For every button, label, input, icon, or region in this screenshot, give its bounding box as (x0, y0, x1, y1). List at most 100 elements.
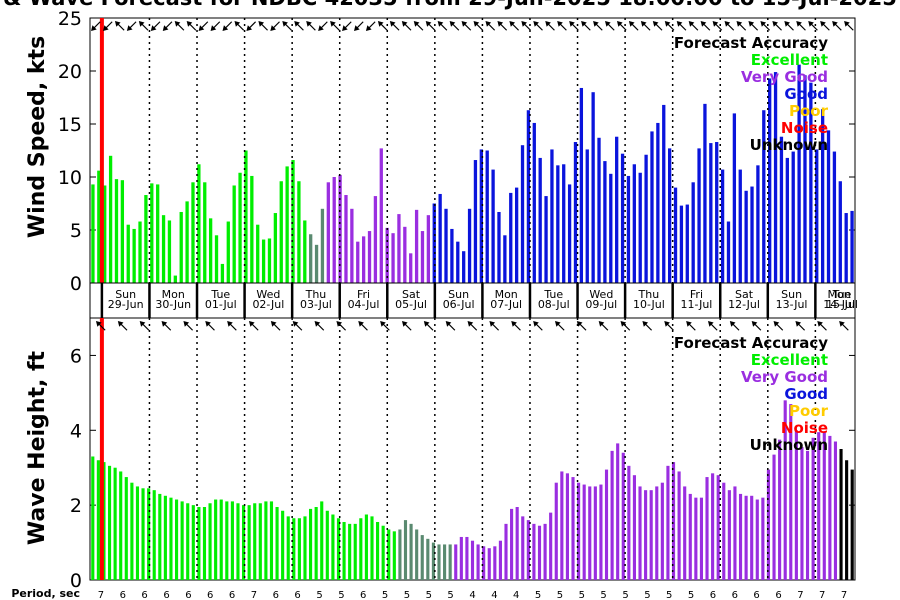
wave-bar (778, 439, 782, 580)
wave-direction-arrow (380, 321, 390, 331)
wind-bar (279, 181, 283, 283)
period-value: 5 (600, 590, 606, 600)
wave-bar (186, 503, 190, 580)
wind-bar (562, 164, 566, 283)
wave-direction-arrow (729, 321, 740, 331)
wind-bar (632, 164, 636, 283)
wind-direction-arrow (593, 21, 603, 31)
wind-bar (514, 187, 519, 283)
arrow-head (569, 21, 575, 27)
arrow-head (437, 21, 444, 27)
arrow-head (161, 321, 168, 327)
wind-direction-arrow (485, 21, 496, 31)
wind-direction-arrow (365, 21, 376, 31)
wave-bar (169, 497, 173, 580)
wave-bar (761, 497, 765, 580)
arrow-head (467, 321, 474, 327)
arrow-head (150, 25, 157, 31)
wind-bar (797, 64, 801, 283)
wind-bar (485, 150, 489, 283)
arrow-head (707, 321, 714, 327)
day-date-label: 09-Jul (585, 298, 617, 311)
arrow-head (117, 321, 124, 327)
wave-direction-arrow (467, 321, 478, 331)
wave-bar (510, 508, 514, 580)
wave-bar (454, 544, 458, 580)
wave-bar (392, 531, 396, 580)
wave-direction-arrow (117, 321, 128, 331)
wind-direction-arrow (581, 21, 591, 31)
wind-bar (303, 220, 307, 283)
wind-bar (456, 241, 460, 283)
arrow-head (139, 321, 146, 327)
day-name-label: Fri (357, 288, 370, 301)
wave-direction-arrow (248, 321, 259, 331)
day-date-label: 13-Jul (776, 298, 808, 311)
wave-direction-arrow (598, 321, 609, 331)
wave-direction-arrow (642, 321, 653, 331)
wave-bar (722, 482, 726, 580)
period-value: 4 (469, 590, 475, 600)
wave-direction-arrow (533, 321, 543, 331)
wind-bar (479, 149, 483, 283)
arrow-head (306, 21, 312, 27)
arrow-head (294, 21, 300, 27)
wind-direction-arrow (389, 21, 400, 31)
wave-bar (303, 516, 307, 580)
wind-direction-arrow (736, 21, 747, 31)
day-name-label: Sun (448, 288, 469, 301)
wind-bar (526, 110, 531, 283)
wave-direction-arrow (839, 321, 849, 331)
arrow-head (445, 321, 452, 327)
wave-bar (521, 516, 525, 580)
wind-bar (114, 179, 119, 283)
arrow-head (380, 321, 386, 327)
wave-bar (107, 465, 112, 580)
arrow-head (640, 21, 647, 27)
wind-direction-arrow (162, 21, 173, 31)
arrow-head (652, 21, 659, 27)
wind-bar (120, 180, 125, 283)
wave-bar (364, 514, 368, 580)
day-name-label: Fri (690, 288, 703, 301)
wind-bar (238, 172, 242, 283)
arrow-head (844, 21, 850, 27)
wind-bar (615, 136, 619, 283)
wave-bar (124, 477, 128, 580)
arrow-head (227, 321, 233, 327)
wave-legend-item: Poor (789, 402, 829, 420)
wind-bar (291, 160, 295, 283)
wind-y-tick-label: 15 (58, 114, 82, 136)
wind-panel: 0 5 10 15 20 25 Forecast AccuracyExcellentVery… (58, 8, 856, 295)
wave-bar (599, 484, 603, 580)
arrow-head (620, 321, 627, 327)
day-date-label: 08-Jul (538, 298, 570, 311)
wind-bar (462, 251, 466, 283)
wind-direction-arrow (724, 21, 735, 31)
period-value: 7 (797, 590, 803, 600)
wave-bar (588, 486, 592, 580)
period-value: 5 (535, 590, 541, 600)
wind-bar (385, 227, 389, 283)
wind-bar (126, 224, 130, 283)
wave-bar (677, 471, 681, 580)
arrow-head (712, 21, 719, 27)
wave-direction-arrow (423, 321, 434, 331)
wind-legend-item: Very Good (741, 68, 828, 86)
wind-bar (244, 150, 248, 283)
day-date-label: 07-Jul (490, 298, 522, 311)
wave-bar (733, 486, 737, 580)
wind-bar (603, 161, 607, 283)
period-value: 6 (294, 590, 300, 600)
wave-bar (359, 518, 363, 580)
wave-bar (493, 546, 497, 580)
wind-bar (367, 231, 372, 283)
period-value: 6 (141, 590, 147, 600)
wind-direction-arrow (557, 21, 567, 31)
wind-bar (744, 190, 748, 283)
wave-bar (549, 512, 553, 580)
wind-bar (426, 215, 431, 283)
wind-bar (709, 143, 713, 283)
wave-bar (537, 525, 542, 580)
wave-bar (241, 505, 246, 580)
